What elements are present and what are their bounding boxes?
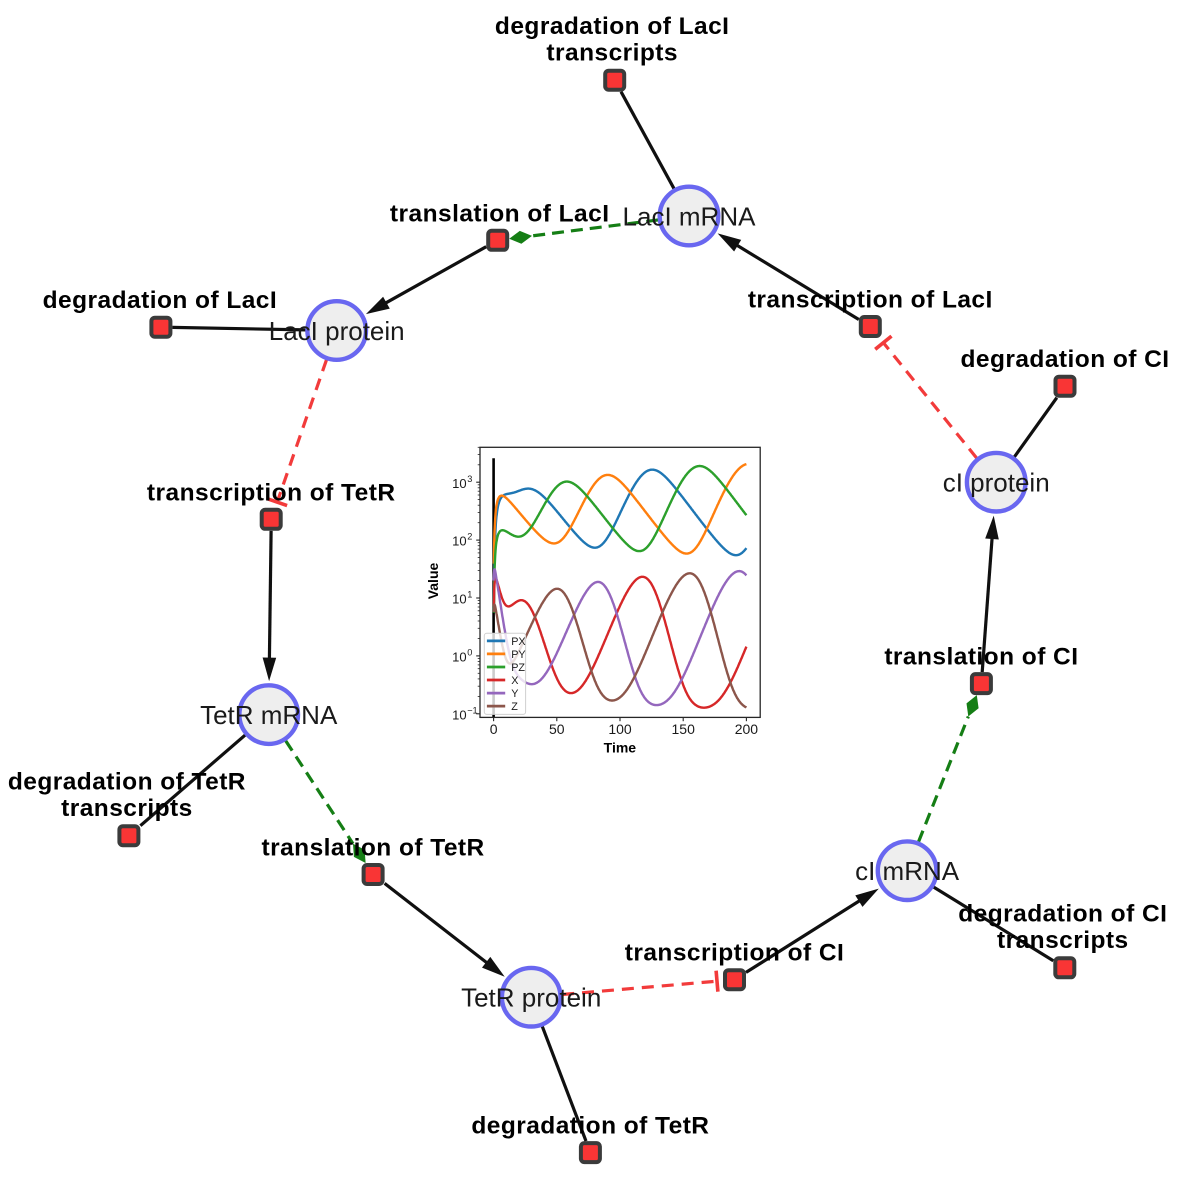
- svg-text:degradation of TetR: degradation of TetR: [471, 1113, 709, 1140]
- svg-text:LacI protein: LacI protein: [269, 316, 405, 346]
- svg-text:translation of LacI: translation of LacI: [390, 200, 610, 227]
- svg-text:200: 200: [735, 721, 759, 737]
- svg-text:transcripts: transcripts: [61, 795, 193, 822]
- svg-text:PX: PX: [511, 636, 525, 648]
- svg-text:translation of CI: translation of CI: [884, 644, 1078, 671]
- svg-text:50: 50: [549, 721, 565, 737]
- svg-text:Time: Time: [604, 740, 637, 756]
- svg-text:3: 3: [467, 474, 472, 484]
- svg-text:150: 150: [672, 721, 696, 737]
- svg-text:Z: Z: [511, 701, 518, 713]
- svg-text:degradation of TetR: degradation of TetR: [8, 769, 246, 796]
- svg-text:TetR mRNA: TetR mRNA: [200, 700, 338, 730]
- svg-text:1: 1: [467, 590, 472, 600]
- svg-text:Y: Y: [511, 688, 518, 700]
- svg-text:degradation of LacI: degradation of LacI: [43, 287, 278, 314]
- svg-text:0: 0: [467, 648, 472, 658]
- svg-text:transcription of LacI: transcription of LacI: [748, 287, 993, 314]
- svg-text:degradation of CI: degradation of CI: [960, 346, 1169, 373]
- svg-text:10: 10: [452, 707, 466, 722]
- svg-text:transcription of CI: transcription of CI: [625, 940, 845, 967]
- svg-text:10: 10: [452, 650, 466, 665]
- svg-text:−1: −1: [467, 705, 477, 715]
- svg-text:TetR protein: TetR protein: [461, 983, 601, 1013]
- svg-text:translation of TetR: translation of TetR: [262, 835, 485, 862]
- svg-text:10: 10: [452, 534, 466, 549]
- svg-text:10: 10: [452, 476, 466, 491]
- svg-text:100: 100: [608, 721, 632, 737]
- svg-text:LacI mRNA: LacI mRNA: [623, 201, 757, 231]
- svg-text:cI mRNA: cI mRNA: [855, 856, 960, 886]
- svg-text:2: 2: [467, 532, 472, 542]
- svg-text:degradation of LacI: degradation of LacI: [495, 13, 730, 40]
- svg-text:transcripts: transcripts: [546, 39, 678, 66]
- svg-text:10: 10: [452, 592, 466, 607]
- svg-text:cI protein: cI protein: [943, 468, 1050, 498]
- svg-text:0: 0: [490, 721, 498, 737]
- svg-text:PY: PY: [511, 649, 525, 661]
- svg-text:transcripts: transcripts: [997, 927, 1129, 954]
- svg-text:X: X: [511, 675, 518, 687]
- svg-text:Value: Value: [425, 563, 441, 600]
- svg-text:degradation of CI: degradation of CI: [958, 901, 1167, 928]
- svg-text:PZ: PZ: [511, 662, 525, 674]
- svg-text:transcription of TetR: transcription of TetR: [147, 479, 396, 506]
